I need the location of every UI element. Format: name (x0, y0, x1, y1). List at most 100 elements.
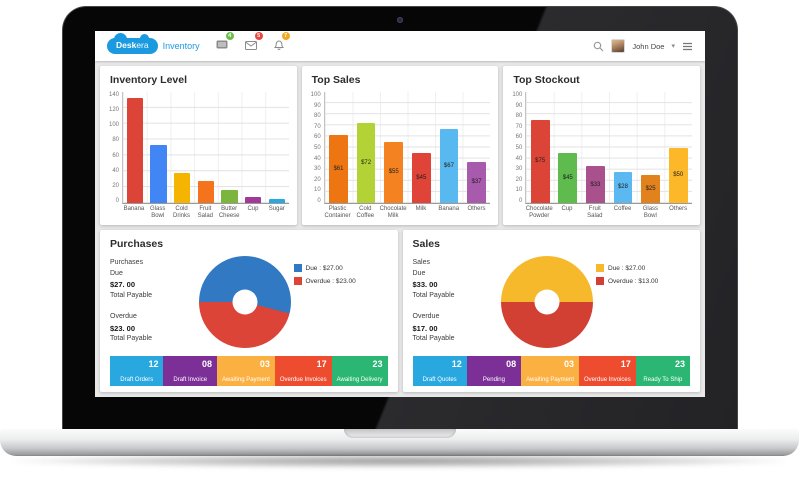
bar-value-label: $55 (388, 169, 399, 176)
apps-icon[interactable]: 4 (216, 32, 234, 55)
status-tile-pending[interactable]: 08 Pending (466, 356, 522, 386)
bell-badge: 7 (281, 32, 290, 40)
x-category-label: Banana (438, 206, 460, 212)
card-purchases: Purchases Purchases Due $27. 00 Total Pa… (100, 230, 398, 392)
legend-swatch (596, 264, 604, 272)
sales-summary: Sales Due $33. 00 Total Payable Overdue … (413, 252, 499, 352)
card-sales: Sales Sales Due $33. 00 Total Payable Ov… (402, 230, 700, 392)
x-category-label: Coffee (613, 206, 632, 212)
bar-value-label: $45 (416, 175, 427, 182)
y-tick-label: 0 (317, 197, 321, 204)
y-tick-label: 50 (515, 144, 523, 151)
summary-line: Overdue (110, 313, 137, 321)
legend-item: Overdue : $23.00 (293, 277, 388, 285)
status-tiles: 12 Draft Orders 08 Draft Invoice 03 Awaiting … (110, 356, 388, 386)
bell-icon[interactable]: 7 (273, 32, 290, 55)
y-tick-label: 60 (112, 152, 119, 159)
chart-title: Top Stockout (513, 74, 580, 86)
x-category-label: Others (669, 206, 688, 212)
header-user-area: John Doe ▾ (593, 39, 693, 53)
bar-value-label: $37 (471, 179, 482, 186)
due-amount: $27. 00 (110, 280, 136, 289)
status-tiles: 12 Draft Quotes 08 Pending 03 Awaiting Paymen… (412, 356, 691, 386)
bar-chocolate-powder: $75 (530, 119, 550, 203)
y-tick-label: 80 (313, 113, 321, 120)
status-tile-draft-invoice[interactable]: 08 Draft Invoice (163, 356, 217, 386)
bar-banana (126, 97, 143, 203)
bell-icon-glyph (273, 40, 284, 50)
y-tick-label: 20 (515, 176, 523, 183)
chart-title: Top Sales (311, 74, 361, 86)
y-tick-label: 80 (112, 137, 119, 144)
search-icon[interactable] (593, 41, 604, 52)
status-tile-overdue-invoices[interactable]: 17 Overdue Invoices (274, 356, 332, 386)
status-tile-draft-orders[interactable]: 12 Draft Orders (110, 356, 164, 386)
hamburger-icon[interactable] (682, 42, 693, 51)
y-tick-label: 20 (112, 182, 119, 189)
tile-count: 03 (564, 359, 575, 369)
due-amount: $33. 00 (412, 280, 438, 289)
legend-label: Due : $27.00 (608, 264, 646, 272)
x-category-label: Fruit Salad (197, 206, 214, 219)
bar-slot (265, 92, 289, 203)
bar-value-label: $75 (535, 158, 546, 165)
bar-slot: $61 (325, 92, 353, 203)
mail-badge: 5 (254, 32, 263, 40)
deskera-logo[interactable]: Deskera Inventory (107, 33, 200, 54)
tile-label: Awaiting Payment (221, 377, 270, 383)
bar-slot: $55 (380, 92, 408, 203)
bar-value-label: $33 (590, 181, 601, 188)
bar-banana: $67 (439, 128, 459, 203)
chevron-down-icon[interactable]: ▾ (671, 43, 675, 50)
x-category-label: Banana (123, 206, 145, 212)
status-tile-overdue-invoices[interactable]: 17 Overdue Invoices (579, 356, 636, 386)
summary-line: Due (412, 269, 426, 277)
y-tick-label: 100 (512, 92, 523, 98)
status-tile-awaiting-payment[interactable]: 03 Awaiting Payment (216, 356, 275, 386)
app-header: Deskera Inventory 4 5 (95, 31, 705, 61)
mail-icon[interactable]: 5 (244, 32, 263, 55)
bar-others: $50 (668, 147, 688, 203)
tile-count: 17 (620, 359, 631, 369)
tile-count: 17 (316, 359, 327, 369)
bar-slot: $45 (554, 92, 582, 203)
spacer (110, 301, 196, 312)
bar-value-label: $45 (562, 175, 573, 182)
panel-title: Sales (412, 238, 440, 250)
bar-fruit-salad: $33 (585, 166, 605, 203)
tile-label: Ready To Ship (643, 377, 683, 383)
status-tile-awaiting-delivery[interactable]: 23 Awaiting Delivery (331, 356, 388, 386)
x-category-label: Butter Cheese (218, 206, 240, 219)
bar-cold-coffee: $72 (356, 123, 376, 203)
status-tile-awaiting-payment[interactable]: 03 Awaiting Payment (521, 356, 580, 386)
card-inventory-level: Inventory Level 140 120 100 80 60 40 20 0 Banan… (100, 66, 297, 225)
bar-glass-bowl: $25 (641, 175, 660, 203)
status-tile-ready-to-ship[interactable]: 23 Ready To Ship (635, 356, 691, 386)
donut-hole (534, 289, 560, 315)
user-name[interactable]: John Doe (632, 41, 665, 51)
bar-slot: $37 (463, 92, 491, 203)
summary-caption: Total Payable (412, 291, 455, 299)
brand-name: Desk (116, 40, 137, 51)
bar-cold-drinks (174, 172, 191, 203)
summary-line: Due (110, 269, 123, 277)
status-tile-draft-quotes[interactable]: 12 Draft Quotes (412, 356, 467, 386)
avatar[interactable] (611, 39, 626, 53)
chart-title: Inventory Level (110, 74, 188, 86)
bar-slot: $50 (664, 92, 692, 203)
tile-label: Awaiting Payment (526, 377, 575, 383)
product-name: Inventory (162, 41, 200, 51)
bar-slot: $33 (582, 92, 610, 203)
x-category-label: Fruit Salad (587, 206, 603, 219)
donut-chart-wrap (196, 252, 294, 352)
summary-line: Sales (412, 259, 431, 266)
bar-chocolate-milk: $55 (384, 141, 404, 203)
charts-row: Inventory Level 140 120 100 80 60 40 20 0 Banan… (100, 66, 701, 225)
tile-label: Overdue Invoices (584, 377, 631, 383)
tile-label: Draft Invoice (173, 377, 208, 383)
bar-value-label: $28 (617, 184, 628, 191)
summary-caption: Total Payable (412, 335, 455, 343)
bar-slot: $72 (352, 92, 380, 203)
bar-milk: $45 (411, 153, 431, 203)
